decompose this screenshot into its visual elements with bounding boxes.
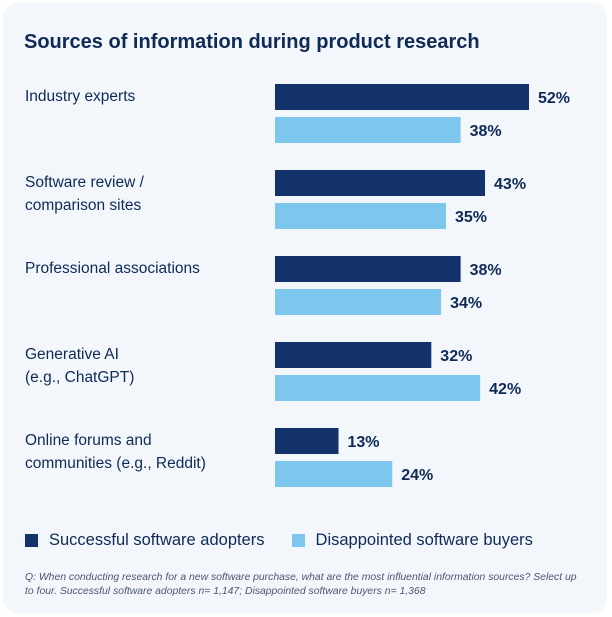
data-label: 24% [401, 467, 433, 484]
data-label: 38% [470, 123, 502, 140]
bar-successful-adopters [275, 84, 529, 110]
category-label: Professional associations [25, 257, 265, 280]
bar-disappointed-buyers [275, 203, 446, 229]
survey-footnote: Q: When conducting research for a new so… [25, 572, 577, 597]
data-label: 38% [470, 262, 502, 279]
bar-disappointed-buyers [275, 289, 442, 315]
legend-swatch-disappointed [291, 533, 305, 547]
category-label-line: communities (e.g., Reddit) [25, 455, 206, 472]
bar-successful-adopters [275, 170, 486, 196]
category-label-line: Generative AI [25, 346, 119, 363]
chart-title: Sources of information during product re… [24, 31, 480, 53]
bar-disappointed-buyers [275, 375, 481, 401]
data-label: 43% [494, 176, 526, 193]
category-label: Online forums and communities (e.g., Redd… [25, 429, 265, 475]
bar-disappointed-buyers [275, 461, 393, 487]
bar-successful-adopters [275, 428, 339, 454]
data-label: 35% [455, 209, 487, 226]
category-label-line: (e.g., ChatGPT) [25, 369, 135, 386]
category-label-line: Software review / [25, 174, 144, 191]
bar-successful-adopters [275, 342, 432, 368]
legend-swatch-successful [25, 533, 38, 547]
bar-chart: 52% 38% 43% 35% 38% 34% 32% 42% 13% 24% [275, 84, 570, 487]
legend-item-successful: Successful software adopters [25, 531, 265, 550]
data-label: 52% [538, 90, 570, 107]
legend-item-disappointed: Disappointed software buyers [291, 530, 533, 550]
data-label: 32% [440, 348, 472, 365]
legend-label-successful: Successful software adopters [49, 530, 265, 549]
legend-label-disappointed: Disappointed software buyers [315, 530, 533, 549]
category-label: Industry experts [25, 85, 265, 108]
data-label: 34% [450, 295, 482, 312]
category-label-line: Online forums and [25, 432, 152, 449]
data-label: 42% [489, 381, 521, 398]
category-label-line: Professional associations [25, 260, 200, 277]
bar-successful-adopters [275, 256, 461, 282]
category-label-line: comparison sites [25, 197, 142, 214]
legend: Successful software adopters Disappointe… [25, 529, 560, 551]
bar-disappointed-buyers [275, 117, 461, 143]
category-label: Generative AI (e.g., ChatGPT) [25, 343, 265, 389]
category-label-line: Industry experts [25, 88, 136, 105]
data-label: 13% [348, 434, 380, 451]
category-label: Software review / comparison sites [25, 171, 265, 217]
